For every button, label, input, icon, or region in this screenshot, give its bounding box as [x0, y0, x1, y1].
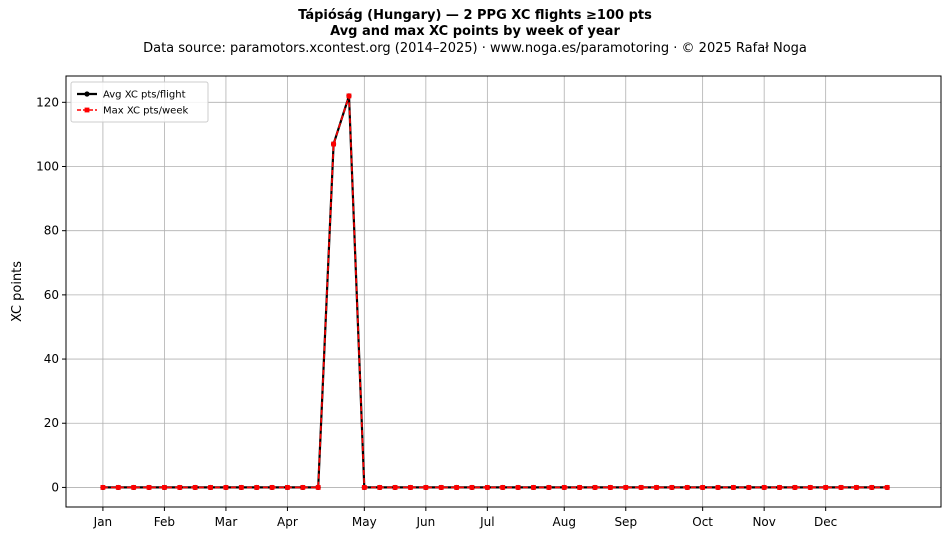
- data-point-max: [377, 485, 383, 490]
- data-point-max: [838, 485, 844, 490]
- data-point-max: [438, 485, 444, 490]
- data-point-max: [730, 485, 736, 490]
- grid-lines: [66, 76, 941, 507]
- legend-entry-label: Avg XC pts/flight: [103, 90, 186, 101]
- data-point-max: [285, 485, 290, 490]
- data-point-max: [592, 485, 598, 490]
- legend-entry-label: Max XC pts/week: [103, 106, 188, 117]
- data-point-max: [761, 485, 767, 490]
- y-tick-label: 20: [44, 416, 59, 430]
- data-point-max: [869, 485, 875, 490]
- data-point-max: [854, 485, 859, 490]
- x-tick-label: Nov: [752, 515, 775, 529]
- data-point-max: [746, 485, 752, 490]
- data-point-max: [807, 485, 813, 490]
- data-point-max: [131, 485, 137, 490]
- data-point-max: [607, 485, 613, 490]
- y-tick-label: 0: [51, 480, 59, 494]
- data-point-max: [331, 141, 336, 147]
- data-point-max: [346, 93, 352, 99]
- data-point-max: [100, 485, 106, 490]
- data-point-max: [638, 485, 644, 490]
- chart-source-note: Data source: paramotors.xcontest.org (20…: [143, 41, 807, 56]
- data-point-max: [315, 485, 321, 490]
- data-point-max: [623, 485, 629, 490]
- plot-frame: [65, 75, 942, 508]
- chart-title: Tápióság (Hungary) — 2 PPG XC flights ≥1…: [298, 8, 652, 23]
- x-tick-label: Feb: [154, 515, 175, 529]
- legend: Avg XC pts/flight Max XC pts/week: [70, 81, 209, 123]
- data-point-max: [115, 485, 121, 490]
- y-tick-label: 40: [44, 352, 59, 366]
- data-point-max: [700, 485, 706, 490]
- x-tick-label: Sep: [614, 515, 637, 529]
- data-point-max: [177, 485, 183, 490]
- y-tick-label: 100: [36, 160, 59, 174]
- data-point-max: [577, 485, 583, 490]
- legend-box: [70, 81, 209, 123]
- data-point-max: [469, 485, 475, 490]
- data-point-max: [192, 485, 198, 490]
- x-tick-label: May: [352, 515, 377, 529]
- data-point-max: [223, 485, 229, 490]
- data-point-max: [269, 485, 275, 490]
- data-point-max: [777, 485, 782, 490]
- data-point-max: [361, 485, 367, 490]
- data-point-max: [531, 485, 536, 490]
- legend-swatch-marker: [84, 91, 90, 97]
- data-point-max: [392, 485, 398, 490]
- data-point-max: [484, 485, 490, 490]
- data-point-max: [654, 485, 659, 490]
- data-point-max: [561, 485, 567, 490]
- data-point-max: [715, 485, 721, 490]
- data-point-max: [238, 485, 244, 490]
- data-point-max: [300, 485, 306, 490]
- data-point-max: [515, 485, 521, 490]
- data-point-max: [454, 485, 459, 490]
- data-point-max: [792, 485, 798, 490]
- y-tick-label: 80: [44, 224, 59, 238]
- y-tick-label: 120: [36, 95, 59, 109]
- data-point-max: [500, 485, 506, 490]
- axis-ticks: Jan Feb Mar Apr May Jun Jul Aug Sep Oct Nov Dec 0 20 4…: [36, 95, 837, 529]
- y-axis-label: XC points: [10, 261, 25, 322]
- x-tick-label: Aug: [553, 515, 576, 529]
- data-point-max: [423, 485, 429, 490]
- data-point-max: [823, 485, 829, 490]
- data-point-max: [546, 485, 552, 490]
- x-tick-label: Jul: [479, 515, 494, 529]
- legend-swatch-marker: [84, 107, 90, 113]
- x-tick-label: Apr: [277, 515, 298, 529]
- data-point-max: [254, 485, 260, 490]
- data-point-max: [669, 485, 675, 490]
- series-layer: [100, 93, 890, 491]
- data-point-max: [208, 485, 213, 490]
- data-point-max: [684, 485, 690, 490]
- data-point-max: [146, 485, 152, 490]
- x-tick-label: Oct: [692, 515, 713, 529]
- x-tick-label: Jan: [93, 515, 113, 529]
- series-line-max: [102, 95, 888, 489]
- x-tick-label: Jun: [415, 515, 435, 529]
- series-line-avg: [102, 94, 888, 489]
- data-point-max: [162, 485, 167, 490]
- x-tick-label: Dec: [814, 515, 837, 529]
- data-point-max: [408, 485, 413, 490]
- chart-subtitle: Avg and max XC points by week of year: [330, 24, 620, 39]
- y-tick-label: 60: [44, 288, 59, 302]
- data-point-max: [884, 485, 890, 490]
- x-tick-label: Mar: [215, 515, 238, 529]
